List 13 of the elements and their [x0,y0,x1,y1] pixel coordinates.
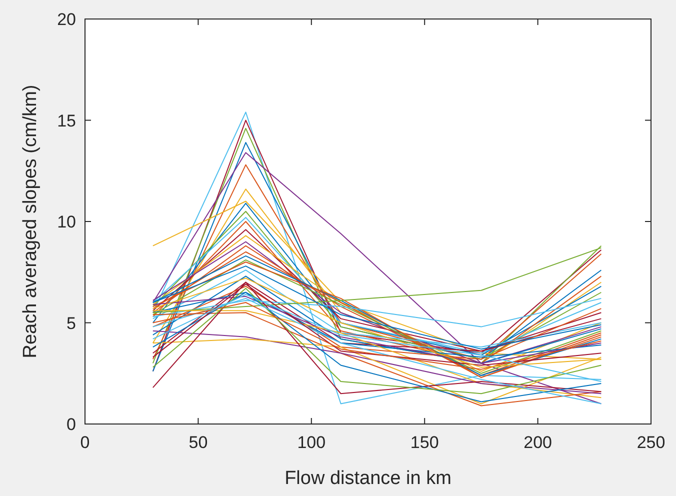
x-tick-label: 250 [636,433,666,452]
x-tick-label: 50 [188,433,208,452]
x-tick-label: 0 [80,433,90,452]
x-tick-label: 150 [410,433,439,452]
y-tick-label: 15 [57,111,76,130]
x-tick-label: 200 [524,433,552,452]
y-tick-label: 5 [66,314,76,333]
y-tick-label: 10 [57,212,76,232]
y-tick-label: 20 [57,10,76,29]
y-tick-label: 0 [66,415,76,434]
y-axis-title: Reach averaged slopes (cm/km) [20,84,41,358]
x-axis-title: Flow distance in km [284,468,452,489]
x-tick-label: 100 [297,433,326,452]
